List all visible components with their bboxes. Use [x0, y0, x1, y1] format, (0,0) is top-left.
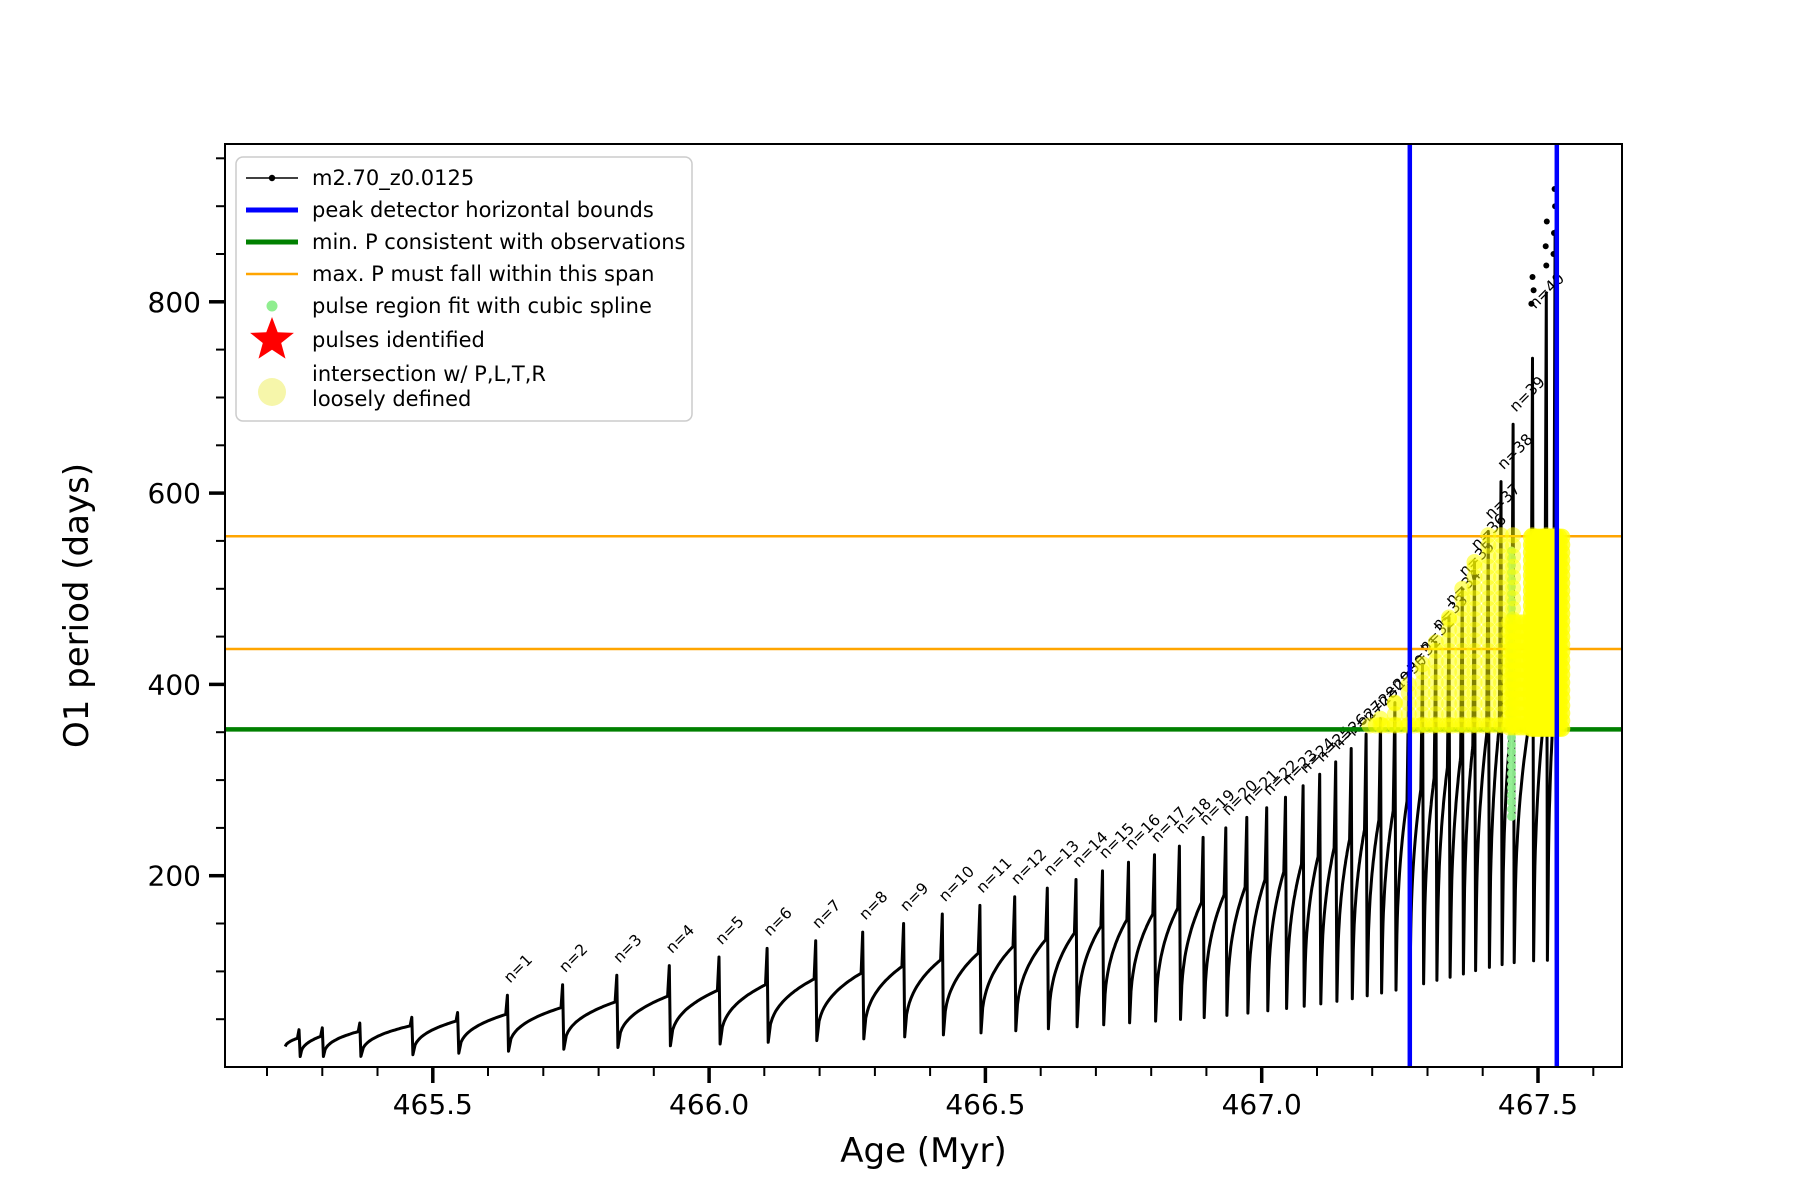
track-top-dot [1542, 243, 1549, 250]
pulse-label: n=6 [760, 904, 796, 940]
x-tick-label: 465.5 [393, 1088, 473, 1121]
track-top-dot [1543, 262, 1550, 269]
peak-detector-bounds [1407, 144, 1560, 1067]
x-tick-label: 466.5 [945, 1088, 1025, 1121]
pulse-label: n=7 [809, 896, 845, 932]
axes: 465.5 466.0 466.5 467.0 467.5 200 400 600 800 [148, 143, 1623, 1121]
pulse-label: n=5 [712, 912, 748, 948]
legend-box [235, 156, 693, 422]
track-top-dot [1530, 287, 1537, 294]
legend-label: min. P consistent with observations [312, 230, 685, 254]
legend-star-marker [250, 317, 294, 359]
pulse-label: n=9 [897, 879, 933, 915]
legend-dot-marker [258, 378, 286, 406]
x-tick-label: 466.0 [669, 1088, 749, 1121]
x-axis-title: Age (Myr) [840, 1131, 1007, 1171]
legend-label: intersection w/ P,L,T,R [312, 362, 546, 386]
legend-dot-marker [266, 300, 278, 312]
y-tick-label: 800 [148, 286, 201, 319]
legend-label: loosely defined [312, 387, 471, 411]
legend-label: peak detector horizontal bounds [312, 198, 654, 222]
x-tick-label: 467.5 [1498, 1088, 1578, 1121]
y-tick-label: 400 [148, 668, 201, 701]
legend-label: pulses identified [312, 328, 485, 352]
track-top-dot [1543, 218, 1550, 225]
pulse-label: n=8 [856, 888, 892, 924]
x-tick-label: 467.0 [1222, 1088, 1302, 1121]
legend-label: m2.70_z0.0125 [312, 166, 474, 191]
max-p-span-lines [225, 534, 1622, 651]
pulse-label: n=1 [500, 951, 536, 987]
track-top-dot [1528, 300, 1535, 307]
pulse-label: n=2 [556, 940, 592, 976]
legend-label: max. P must fall within this span [312, 262, 654, 286]
track-top-dot [1529, 274, 1536, 280]
pulse-label: n=4 [662, 921, 698, 957]
pulse-label: n=39 [1506, 373, 1549, 416]
legend-dot-marker [268, 174, 276, 182]
y-tick-label: 200 [148, 860, 201, 893]
y-axis-title: O1 period (days) [57, 463, 97, 748]
pulse-label: n=38 [1494, 430, 1537, 473]
y-tick-label: 600 [148, 477, 201, 510]
intersection-markers [1361, 527, 1571, 737]
pulse-label: n=3 [610, 931, 646, 967]
legend-label: pulse region fit with cubic spline [312, 294, 652, 318]
